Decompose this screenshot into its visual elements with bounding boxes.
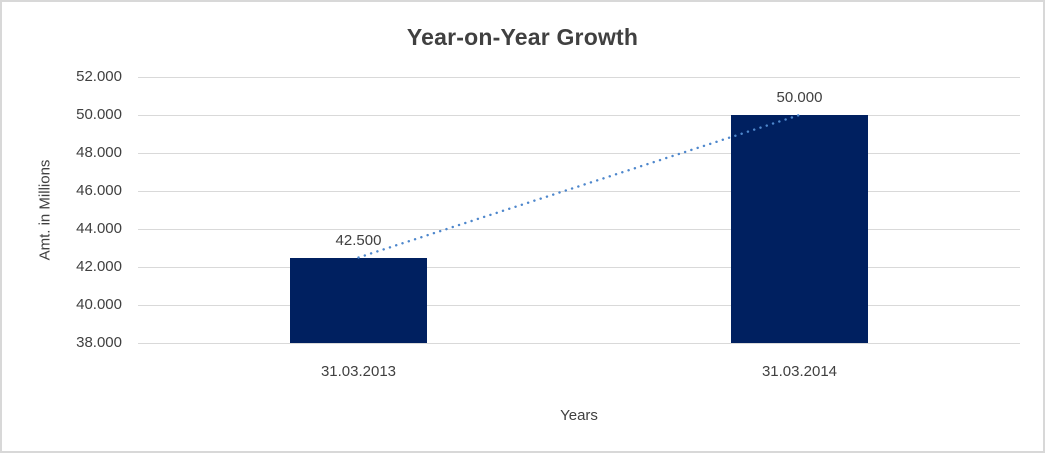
chart-title: Year-on-Year Growth <box>406 24 639 50</box>
gridline <box>138 191 1020 192</box>
gridline <box>138 343 1020 344</box>
gridline <box>138 229 1020 230</box>
y-tick-label: 52.000 <box>76 68 122 85</box>
x-axis-title: Years <box>560 407 598 424</box>
trendline <box>357 113 801 259</box>
bar <box>731 115 868 343</box>
x-tick-label: 31.03.2014 <box>761 363 838 380</box>
y-tick-label: 48.000 <box>76 144 122 161</box>
x-tick-label: 31.03.2013 <box>320 363 397 380</box>
gridline <box>138 77 1020 78</box>
gridline <box>138 153 1020 154</box>
y-tick-label: 46.000 <box>76 182 122 199</box>
y-tick-label: 50.000 <box>76 106 122 123</box>
gridline <box>138 267 1020 268</box>
bar <box>290 257 427 343</box>
gridline <box>138 115 1020 116</box>
plot-area: 42.500 50.000 <box>138 77 1020 344</box>
y-tick-label: 42.000 <box>76 258 122 275</box>
data-label: 50.000 <box>776 89 823 106</box>
y-tick-label: 40.000 <box>76 296 122 313</box>
data-label: 42.500 <box>335 231 382 249</box>
y-axis-title: Amt. in Millions <box>36 159 54 261</box>
y-tick-label: 38.000 <box>76 334 122 351</box>
trendline-path <box>357 113 801 259</box>
gridline <box>138 305 1020 306</box>
y-tick-label: 44.000 <box>76 220 122 237</box>
